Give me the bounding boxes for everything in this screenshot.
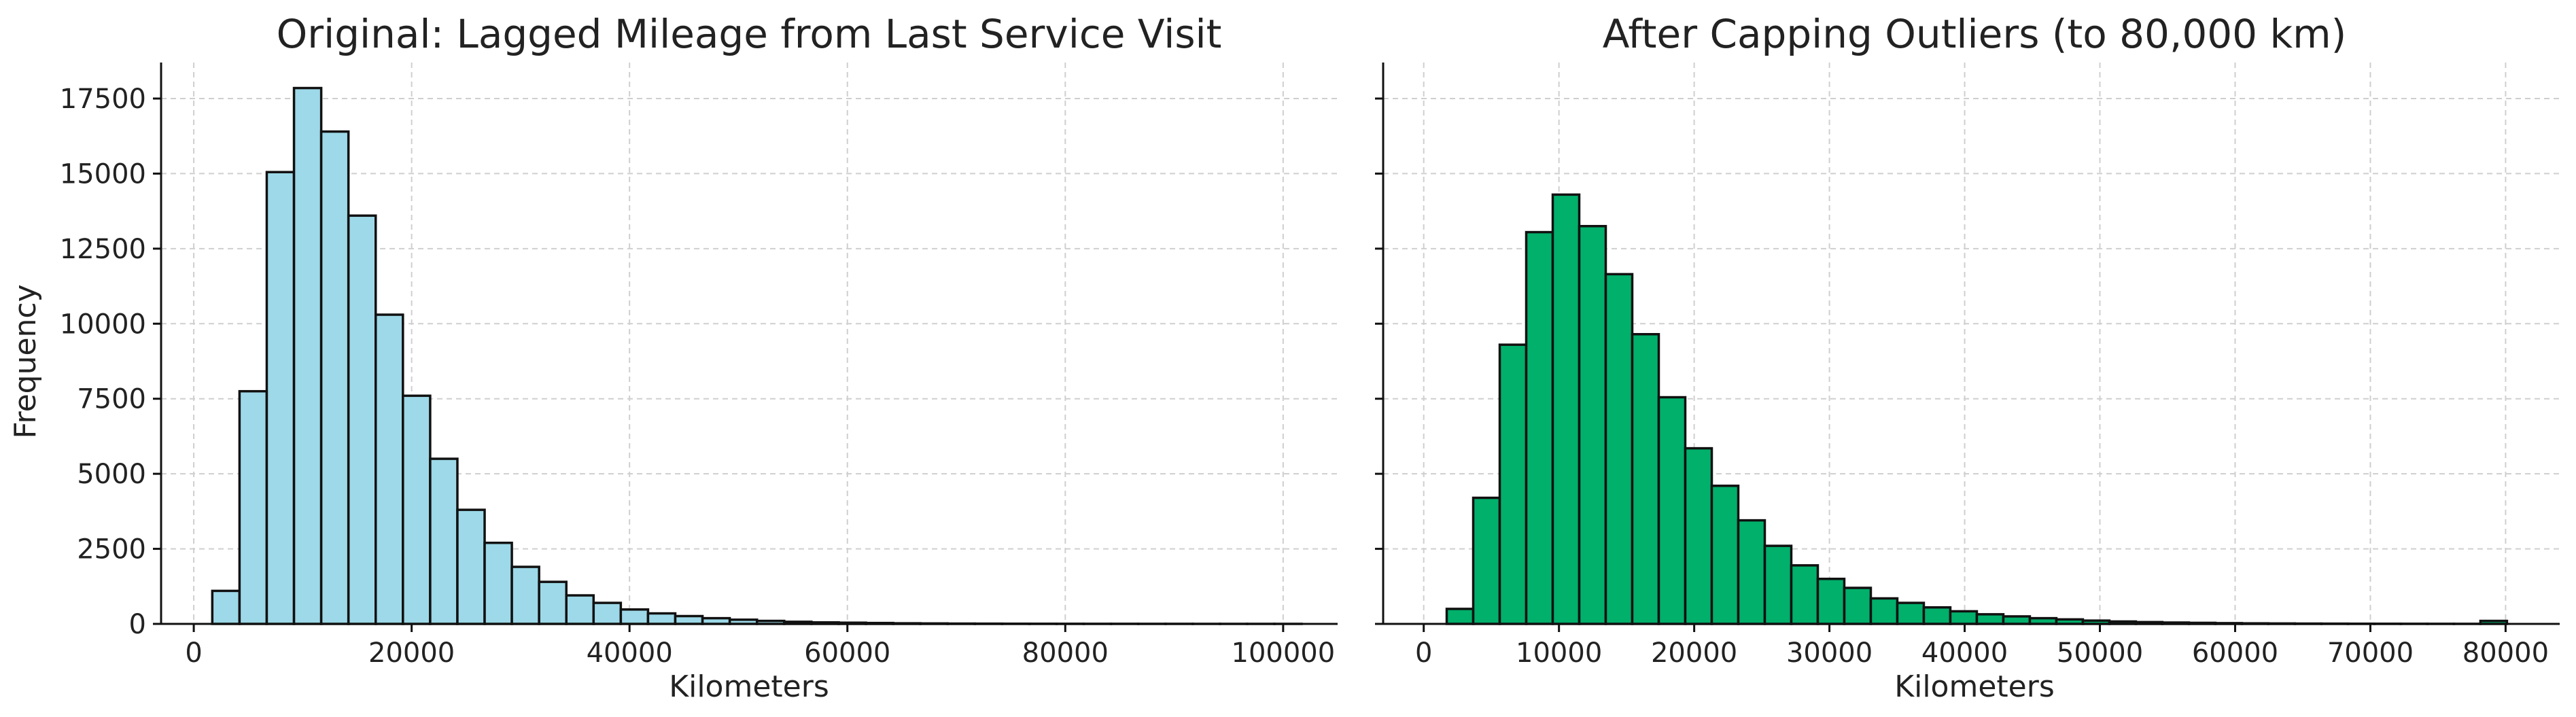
x-tick-label: 20000	[1651, 637, 1737, 669]
histogram-bar	[538, 580, 568, 625]
histogram-bar	[1657, 396, 1687, 625]
histogram-bars	[1445, 193, 2509, 625]
histogram-bars	[211, 86, 1303, 625]
x-axis-label: Kilometers	[1894, 669, 2055, 704]
histogram-bar	[1631, 332, 1660, 625]
histogram-bar	[429, 457, 459, 625]
histogram-bar	[510, 565, 540, 625]
histogram-bar	[1763, 544, 1793, 625]
histogram-bar	[565, 594, 595, 625]
axes	[153, 63, 1338, 632]
histogram-bar	[1896, 601, 1926, 625]
y-tick-label: 17500	[60, 84, 146, 115]
histogram-bar	[374, 313, 404, 625]
y-tick-label: 12500	[60, 234, 146, 265]
axes	[1375, 63, 2560, 632]
x-tick-label: 30000	[1786, 637, 1873, 669]
histogram-bar	[1922, 606, 1952, 625]
histogram-bar	[1816, 577, 1846, 625]
histogram-bar	[1975, 613, 2005, 625]
histogram-bar	[646, 612, 677, 625]
histogram-bar	[292, 86, 323, 625]
histogram-bar	[1684, 447, 1713, 625]
histogram-original: Original: Lagged Mileage from Last Servi…	[8, 11, 1338, 704]
histogram-bar	[1525, 230, 1554, 625]
y-tick-label: 15000	[60, 158, 146, 190]
x-tick-label: 20000	[368, 637, 455, 669]
y-tick-label: 7500	[77, 384, 146, 415]
histogram-bar	[483, 541, 513, 625]
histogram-capped: After Capping Outliers (to 80,000 km) Ki…	[1375, 11, 2560, 704]
tick-labels: 0 10000 20000 30000 40000 50000 60000 70000 8000…	[1415, 637, 2549, 669]
histogram-bar	[1445, 608, 1475, 625]
x-tick-label: 40000	[1921, 637, 2008, 669]
histogram-bar	[2002, 615, 2032, 625]
histogram-bar	[265, 171, 296, 625]
histogram-bar	[1949, 610, 1979, 625]
x-tick-label: 80000	[2462, 637, 2549, 669]
chart-title: Original: Lagged Mileage from Last Servi…	[277, 11, 1222, 57]
histogram-bar	[1710, 485, 1740, 625]
x-tick-label: 40000	[587, 637, 673, 669]
x-tick-label: 0	[185, 637, 202, 669]
x-tick-label: 0	[1415, 637, 1432, 669]
histogram-bar	[1843, 587, 1873, 625]
histogram-bar	[1604, 273, 1634, 625]
histogram-bar	[1869, 597, 1899, 625]
y-tick-label: 5000	[77, 459, 146, 490]
histogram-bar	[319, 130, 350, 625]
histogram-bar	[1737, 519, 1766, 625]
histogram-bar	[238, 389, 268, 625]
y-axis-label: Frequency	[8, 284, 43, 438]
histogram-bar	[211, 589, 241, 625]
x-axis-label: Kilometers	[669, 669, 829, 704]
histogram-bar	[619, 608, 650, 625]
histogram-bar	[402, 394, 432, 625]
x-tick-label: 60000	[2192, 637, 2278, 669]
histogram-bar	[1790, 564, 1820, 625]
histogram-bar	[1551, 193, 1581, 625]
histogram-bar	[347, 214, 377, 625]
histogram-bar	[1498, 343, 1528, 625]
chart-title: After Capping Outliers (to 80,000 km)	[1603, 11, 2346, 57]
y-tick-label: 10000	[60, 309, 146, 340]
x-tick-label: 10000	[1516, 637, 1602, 669]
x-tick-label: 70000	[2327, 637, 2414, 669]
x-tick-label: 80000	[1022, 637, 1109, 669]
histogram-bar	[592, 601, 623, 625]
x-tick-label: 60000	[804, 637, 890, 669]
tick-labels: 0 20000 40000 60000 80000 100000 0 2500 5000 7500…	[60, 84, 1335, 669]
y-tick-label: 2500	[77, 534, 146, 565]
y-tick-label: 0	[129, 609, 146, 640]
histogram-bar	[1472, 496, 1501, 625]
histogram-bar	[674, 614, 704, 625]
x-tick-label: 100000	[1232, 637, 1336, 669]
x-tick-label: 50000	[2057, 637, 2143, 669]
histogram-bar	[1578, 224, 1607, 625]
histogram-bar	[456, 508, 486, 625]
